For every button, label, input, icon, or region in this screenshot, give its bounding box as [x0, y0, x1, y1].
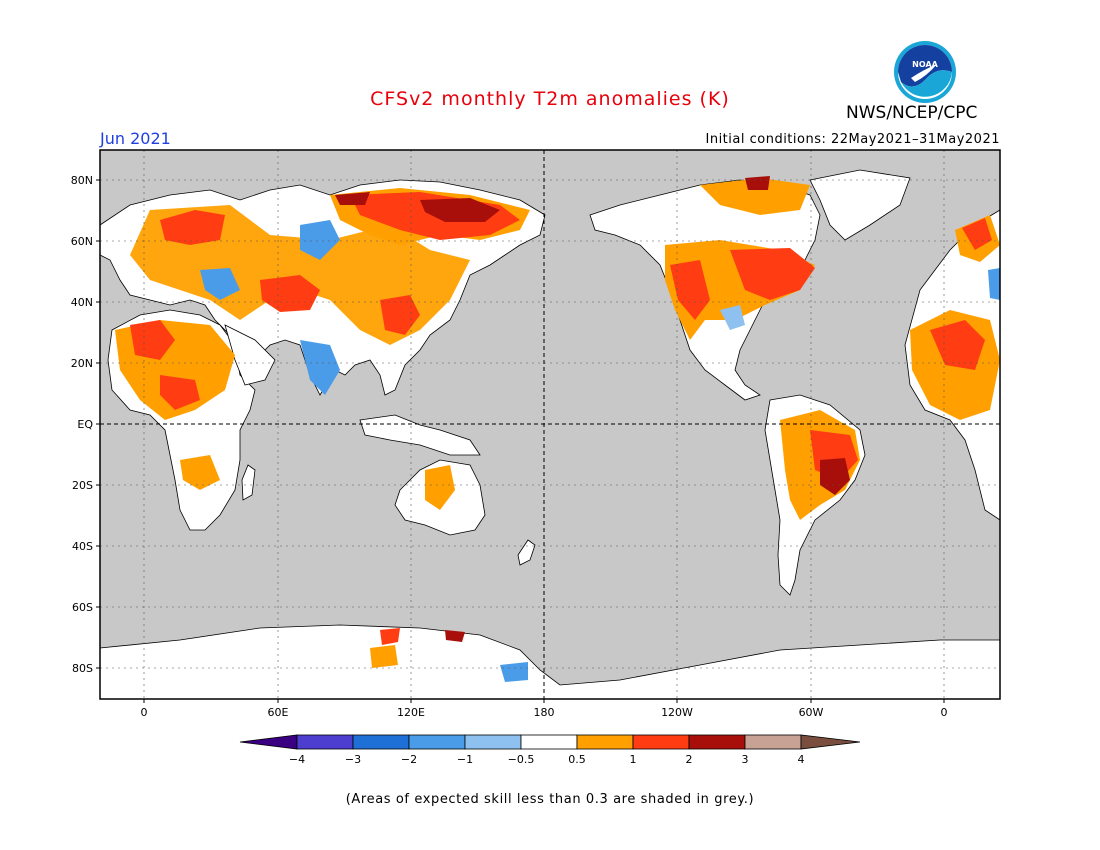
anom-red-china: [380, 295, 420, 335]
lat-label: 20N: [71, 357, 93, 370]
colorbar-swatch: [296, 734, 354, 750]
anom-red-sahara: [130, 320, 175, 360]
anom-red-europe-right: [930, 320, 985, 370]
anom-lightblue-kazakh: [200, 268, 240, 300]
anom-darkred-arctic-na: [745, 176, 770, 190]
lat-label: 20S: [72, 479, 93, 492]
indonesia-land: [359, 414, 481, 456]
lon-label: 120E: [397, 706, 425, 719]
anom-darkred-siberia: [420, 198, 500, 222]
colorbar-arrow-left: [239, 734, 298, 750]
anom-darkred-taymyr: [335, 192, 370, 205]
lat-label: 40N: [71, 296, 93, 309]
colorbar-label: −0.5: [508, 753, 535, 766]
lat-label: EQ: [77, 418, 93, 431]
anom-orange-antarctica: [370, 645, 398, 668]
colorbar-label: 1: [630, 753, 637, 766]
arabia-land: [224, 324, 276, 386]
greenland-land: [809, 169, 911, 241]
colorbar-label: −2: [401, 753, 417, 766]
colorbar-label: −3: [345, 753, 361, 766]
map-grid: [100, 150, 1000, 699]
colorbar-swatch: [408, 734, 466, 750]
colorbar-label: −1: [457, 753, 473, 766]
colorbar: −4 −3 −2 −1 −0.5 0.5 1 2 3 4: [239, 734, 861, 766]
newzealand-land: [517, 539, 536, 566]
anom-lightblue-us: [720, 305, 745, 330]
anom-red-scandinavia: [160, 210, 225, 245]
colorbar-swatch: [744, 734, 802, 750]
anom-lightblue-europe-right: [988, 268, 1000, 300]
anom-red-antarctica: [380, 628, 400, 645]
anom-lightblue-siberia: [300, 220, 340, 260]
colorbar-swatch: [464, 734, 522, 750]
colorbar-label: 4: [798, 753, 805, 766]
anom-red-africa-mid: [160, 375, 200, 410]
colorbar-swatch: [688, 734, 746, 750]
lat-label: 80S: [72, 662, 93, 675]
colorbar-label: 0.5: [568, 753, 586, 766]
colorbar-swatch: [352, 734, 410, 750]
anom-darkred-antarctica: [445, 630, 465, 642]
lon-label: 0: [941, 706, 948, 719]
anom-red-central-asia: [260, 275, 320, 312]
latitude-labels: 80N 60N 40N 20N EQ 20S 40S 60S 80S: [71, 174, 100, 675]
anomaly-shading-layer: [115, 176, 1000, 682]
noaa-logo-icon: NOAA: [894, 41, 956, 103]
lon-label: 0: [141, 706, 148, 719]
anom-orange-arctic-na: [700, 178, 810, 215]
colorbar-label: −4: [289, 753, 305, 766]
anom-orange-australia: [425, 465, 455, 510]
colorbar-label: 2: [686, 753, 693, 766]
lat-label: 80N: [71, 174, 93, 187]
noaa-logo-text: NOAA: [912, 60, 938, 69]
lat-label: 40S: [72, 540, 93, 553]
anom-blue-antarctica: [500, 662, 528, 682]
initial-conditions: Initial conditions: 22May2021–31May2021: [705, 132, 1000, 147]
colorbar-swatch: [520, 734, 578, 750]
colorbar-arrow-right: [800, 734, 861, 750]
map-title: CFSv2 monthly T2m anomalies (K): [370, 88, 730, 110]
lon-label: 120W: [661, 706, 693, 719]
anom-darkred-brazil: [820, 458, 850, 495]
anom-red-scand-right: [962, 218, 992, 250]
madagascar-land: [241, 464, 256, 501]
colorbar-swatch: [576, 734, 634, 750]
lon-label: 180: [534, 706, 555, 719]
colorbar-swatch: [632, 734, 690, 750]
anom-red-canada: [730, 248, 815, 300]
lat-label: 60N: [71, 235, 93, 248]
anom-blue-india: [300, 340, 340, 395]
anom-orange-safrica: [180, 455, 220, 490]
anom-red-west-us: [670, 260, 710, 320]
lon-label: 60W: [799, 706, 824, 719]
skill-footnote: (Areas of expected skill less than 0.3 a…: [345, 792, 755, 807]
agency-label: NWS/NCEP/CPC: [846, 103, 978, 123]
forecast-period: Jun 2021: [100, 129, 171, 148]
lat-label: 60S: [72, 601, 93, 614]
colorbar-label: 3: [742, 753, 749, 766]
lon-label: 60E: [268, 706, 289, 719]
longitude-labels: 0 60E 120E 180 120W 60W 0: [141, 699, 948, 719]
